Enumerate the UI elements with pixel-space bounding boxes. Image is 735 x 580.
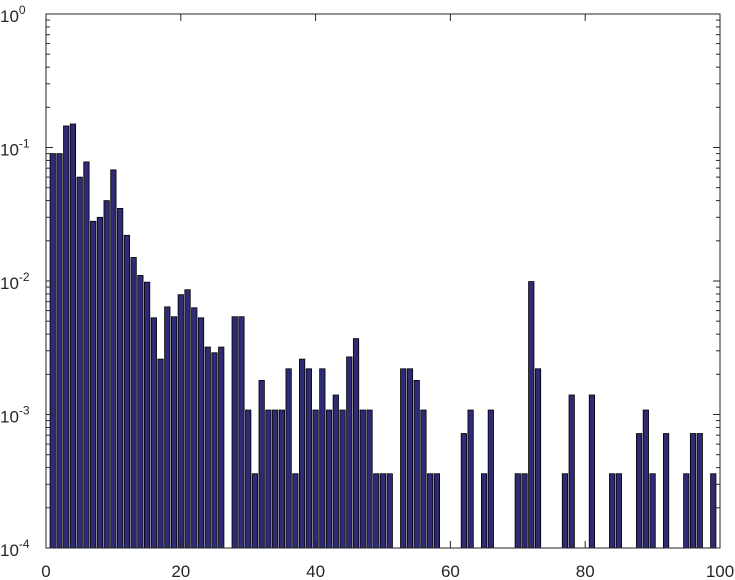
- bar-63: [467, 409, 474, 549]
- bar-12: [123, 234, 130, 549]
- bar-70: [514, 473, 521, 549]
- x-tick-labels: 0 20 40 60 80 100: [41, 562, 734, 580]
- bar-26: [218, 346, 225, 549]
- y-tick-label: 10-4: [0, 537, 30, 560]
- bar-73: [534, 368, 542, 549]
- bar-66: [487, 409, 494, 549]
- bar-28: [231, 316, 238, 549]
- bar-56: [420, 409, 427, 549]
- bar-19: [170, 316, 178, 549]
- bar-43: [332, 394, 339, 549]
- bar-42: [325, 409, 333, 549]
- bar-32: [258, 380, 265, 549]
- bar-33: [265, 409, 272, 549]
- bar-35: [278, 409, 285, 549]
- bar-51: [386, 473, 393, 549]
- bar-22: [191, 307, 198, 549]
- bar-17: [157, 358, 164, 549]
- bar-2: [56, 153, 63, 549]
- bar-89: [642, 409, 649, 549]
- bar-57: [427, 473, 434, 549]
- bar-78: [568, 394, 575, 549]
- ticks-group: [45, 13, 721, 549]
- bar-7: [90, 220, 97, 549]
- bar-34: [272, 409, 279, 549]
- bar-23: [197, 317, 205, 549]
- bar-50: [379, 473, 387, 549]
- bar-48: [366, 409, 373, 549]
- bar-99: [710, 473, 717, 549]
- bar-8: [96, 216, 104, 549]
- bar-16: [150, 317, 157, 549]
- x-tick-label: 20: [171, 562, 190, 580]
- bar-40: [312, 409, 319, 549]
- bar-44: [339, 409, 346, 549]
- y-tick-label: 10-3: [0, 404, 30, 427]
- bars-group: [49, 123, 717, 549]
- bar-14: [137, 275, 144, 549]
- bar-21: [184, 289, 191, 549]
- bar-84: [609, 473, 616, 549]
- bar-58: [433, 473, 441, 549]
- bar-85: [615, 473, 622, 549]
- bar-3: [63, 125, 70, 549]
- bar-81: [588, 394, 596, 549]
- bar-5: [76, 176, 83, 549]
- x-tick-label: 80: [576, 562, 595, 580]
- bar-37: [292, 473, 299, 549]
- bar-9: [103, 200, 110, 549]
- bar-36: [285, 368, 292, 549]
- x-tick-label: 100: [706, 562, 734, 580]
- bar-65: [480, 473, 488, 549]
- y-tick-label: 10-2: [0, 270, 30, 293]
- bar-95: [683, 473, 690, 549]
- bar-1: [49, 153, 56, 549]
- bar-24: [204, 346, 211, 549]
- bar-88: [636, 433, 643, 549]
- bar-11: [117, 207, 124, 549]
- bar-29: [238, 316, 245, 549]
- bar-53: [400, 368, 407, 549]
- bar-15: [143, 281, 151, 549]
- bar-49: [373, 473, 380, 549]
- bar-62: [460, 433, 467, 549]
- bar-4: [69, 123, 77, 549]
- x-tick-label: 60: [441, 562, 460, 580]
- bar-31: [251, 473, 259, 549]
- bar-13: [130, 257, 137, 549]
- bar-54: [406, 368, 414, 549]
- y-tick-label: 10-1: [0, 137, 30, 160]
- bar-25: [211, 352, 218, 549]
- bar-90: [649, 473, 656, 549]
- bar-39: [305, 368, 312, 549]
- bar-72: [528, 281, 535, 549]
- bar-10: [110, 169, 117, 549]
- y-tick-labels: 10-4 10-3 10-2 10-1 100: [0, 3, 30, 560]
- bar-96: [689, 433, 697, 549]
- bar-55: [413, 380, 420, 549]
- bar-6: [83, 161, 90, 549]
- bar-92: [662, 433, 670, 549]
- y-tick-label: 100: [0, 3, 26, 26]
- bar-38: [299, 358, 306, 549]
- x-tick-label: 0: [41, 562, 50, 580]
- bar-18: [164, 306, 171, 549]
- bar-77: [561, 473, 569, 549]
- x-tick-label: 40: [306, 562, 325, 580]
- bar-30: [245, 409, 252, 549]
- bar-47: [359, 409, 366, 549]
- bar-97: [696, 433, 703, 549]
- bar-46: [352, 338, 360, 549]
- bar-45: [346, 356, 353, 549]
- bar-71: [521, 473, 528, 549]
- bar-20: [177, 294, 184, 549]
- bar-41: [319, 368, 326, 549]
